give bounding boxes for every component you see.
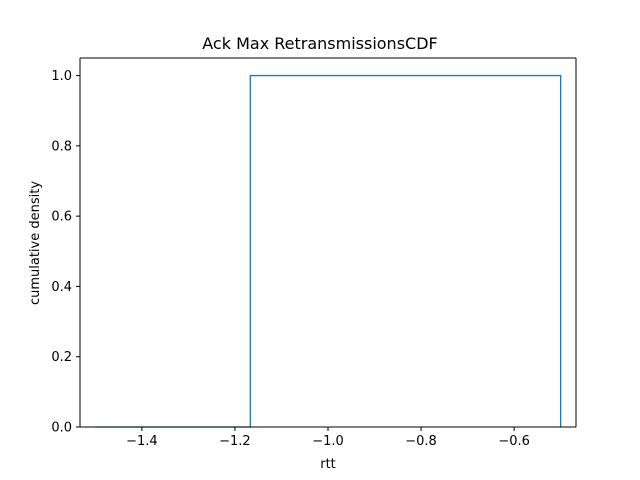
x-axis: −1.4 −1.2 −1.0 −0.8 −0.6 bbox=[126, 427, 530, 449]
y-tick-label: 1.0 bbox=[51, 69, 72, 84]
plot-background bbox=[80, 58, 576, 427]
y-tick-label: 0.0 bbox=[51, 421, 72, 436]
y-tick-label: 0.2 bbox=[51, 350, 72, 365]
x-axis-label: rtt bbox=[320, 457, 336, 472]
y-tick-label: 0.6 bbox=[51, 210, 72, 225]
x-tick-label: −1.0 bbox=[312, 434, 344, 449]
y-axis-label: cumulative density bbox=[28, 181, 43, 305]
y-axis: 0.0 0.2 0.4 0.6 0.8 1.0 bbox=[51, 69, 80, 436]
x-tick-label: −1.4 bbox=[126, 434, 158, 449]
plot-area bbox=[79, 57, 577, 428]
y-tick-label: 0.8 bbox=[51, 139, 72, 154]
x-tick-label: −0.8 bbox=[405, 434, 437, 449]
chart-title: Ack Max RetransmissionsCDF bbox=[202, 34, 437, 53]
x-tick-label: −0.6 bbox=[498, 434, 530, 449]
y-tick-label: 0.4 bbox=[51, 280, 72, 295]
x-tick-label: −1.2 bbox=[219, 434, 251, 449]
